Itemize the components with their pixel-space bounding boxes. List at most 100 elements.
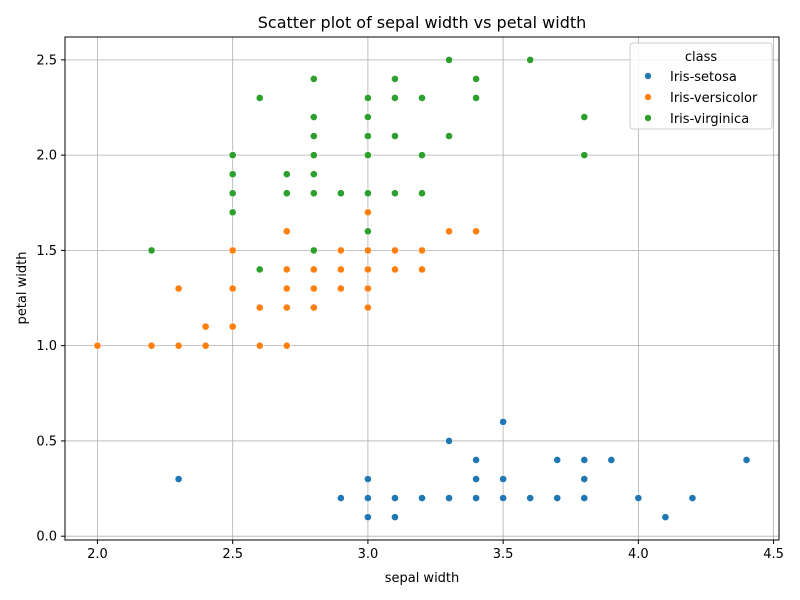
- chart-title: Scatter plot of sepal width vs petal wid…: [258, 13, 587, 32]
- legend-marker-virginica: [644, 114, 652, 122]
- point-iris-setosa: [364, 513, 372, 522]
- point-iris-versicolor: [147, 341, 156, 350]
- point-iris-versicolor: [364, 246, 372, 255]
- legend-entry-versicolor: Iris-versicolor: [644, 91, 758, 106]
- point-iris-setosa: [688, 494, 697, 502]
- point-iris-virginica: [255, 265, 264, 274]
- y-tick-label: 1.5: [36, 244, 57, 259]
- point-iris-versicolor: [336, 265, 345, 274]
- point-iris-setosa: [336, 494, 345, 502]
- legend-entry-setosa: Iris-setosa: [644, 70, 737, 85]
- x-tick-label: 2.5: [222, 547, 243, 562]
- point-iris-setosa: [499, 475, 508, 483]
- point-iris-virginica: [228, 151, 237, 160]
- point-iris-versicolor: [174, 284, 183, 293]
- point-iris-setosa: [499, 417, 508, 426]
- point-iris-virginica: [309, 170, 318, 179]
- y-tick-label: 0.5: [36, 434, 57, 449]
- point-iris-virginica: [580, 151, 589, 160]
- point-iris-setosa: [661, 513, 670, 522]
- point-iris-setosa: [499, 494, 508, 502]
- plot-area-frame: [64, 36, 780, 541]
- y-tick-label: 2.0: [36, 149, 57, 164]
- point-iris-versicolor: [391, 265, 399, 274]
- point-iris-virginica: [391, 132, 399, 140]
- point-iris-virginica: [364, 189, 372, 198]
- point-iris-virginica: [391, 94, 399, 102]
- point-iris-virginica: [336, 189, 345, 198]
- legend-marker-setosa: [644, 72, 652, 80]
- point-iris-versicolor: [309, 284, 318, 293]
- point-iris-versicolor: [201, 341, 210, 350]
- point-iris-versicolor: [228, 284, 237, 293]
- point-iris-virginica: [580, 113, 589, 121]
- data-points: [93, 55, 751, 522]
- point-iris-virginica: [309, 151, 318, 160]
- point-iris-versicolor: [228, 246, 237, 255]
- legend-entry-virginica: Iris-virginica: [644, 112, 749, 127]
- point-iris-virginica: [147, 246, 156, 255]
- point-iris-setosa: [634, 494, 643, 502]
- x-tick-label: 4.5: [763, 547, 784, 562]
- point-iris-virginica: [526, 55, 535, 64]
- point-iris-setosa: [445, 437, 453, 445]
- axis-ticks: 2.0 2.5 3.0 3.5 4.0 4.5 0.0 0.5 1.0 1.5 2.0 2.5: [36, 53, 784, 562]
- point-iris-setosa: [364, 475, 372, 483]
- point-iris-virginica: [309, 113, 318, 121]
- point-iris-virginica: [418, 189, 426, 198]
- point-iris-versicolor: [364, 265, 372, 274]
- point-iris-setosa: [580, 456, 589, 464]
- y-tick-label: 2.5: [36, 53, 57, 68]
- point-iris-versicolor: [255, 303, 264, 312]
- point-iris-versicolor: [364, 208, 372, 217]
- point-iris-virginica: [228, 170, 237, 179]
- legend-title: class: [685, 50, 717, 65]
- point-iris-versicolor: [364, 303, 372, 312]
- legend-label-virginica: Iris-virginica: [670, 112, 749, 127]
- point-iris-versicolor: [282, 303, 291, 312]
- point-iris-versicolor: [282, 284, 291, 293]
- point-iris-versicolor: [282, 341, 291, 350]
- point-iris-versicolor: [228, 322, 237, 331]
- point-iris-setosa: [607, 456, 616, 464]
- point-iris-versicolor: [309, 303, 318, 312]
- point-iris-setosa: [553, 456, 562, 464]
- point-iris-virginica: [391, 189, 399, 198]
- point-iris-versicolor: [282, 265, 291, 274]
- point-iris-versicolor: [309, 265, 318, 274]
- x-tick-label: 3.5: [493, 547, 514, 562]
- point-iris-virginica: [364, 151, 372, 160]
- legend-marker-versicolor: [644, 93, 652, 101]
- point-iris-virginica: [228, 208, 237, 217]
- point-iris-setosa: [174, 475, 183, 483]
- point-iris-setosa: [391, 513, 399, 522]
- point-iris-virginica: [391, 75, 399, 83]
- point-iris-setosa: [391, 494, 399, 502]
- point-iris-versicolor: [201, 322, 210, 331]
- point-iris-virginica: [418, 151, 426, 160]
- point-iris-versicolor: [472, 227, 480, 236]
- x-axis-label: sepal width: [385, 571, 460, 586]
- y-tick-label: 1.0: [36, 339, 57, 354]
- legend-box: [629, 42, 773, 130]
- point-iris-versicolor: [336, 284, 345, 293]
- point-iris-versicolor: [364, 284, 372, 293]
- legend: class Iris-setosa Iris-versicolor Iris-v…: [629, 42, 773, 130]
- point-iris-virginica: [472, 75, 480, 83]
- point-iris-setosa: [526, 494, 535, 502]
- point-iris-setosa: [472, 494, 480, 502]
- point-iris-virginica: [309, 75, 318, 83]
- x-tick-label: 2.0: [87, 547, 108, 562]
- point-iris-virginica: [309, 246, 318, 255]
- point-iris-virginica: [418, 94, 426, 102]
- point-iris-virginica: [445, 132, 453, 140]
- point-iris-setosa: [472, 456, 480, 464]
- point-iris-virginica: [364, 132, 372, 140]
- point-iris-virginica: [228, 189, 237, 198]
- point-iris-setosa: [472, 475, 480, 483]
- y-tick-label: 0.0: [36, 530, 57, 545]
- point-iris-setosa: [445, 494, 453, 502]
- point-iris-versicolor: [391, 246, 399, 255]
- point-iris-virginica: [255, 94, 264, 102]
- point-iris-virginica: [364, 94, 372, 102]
